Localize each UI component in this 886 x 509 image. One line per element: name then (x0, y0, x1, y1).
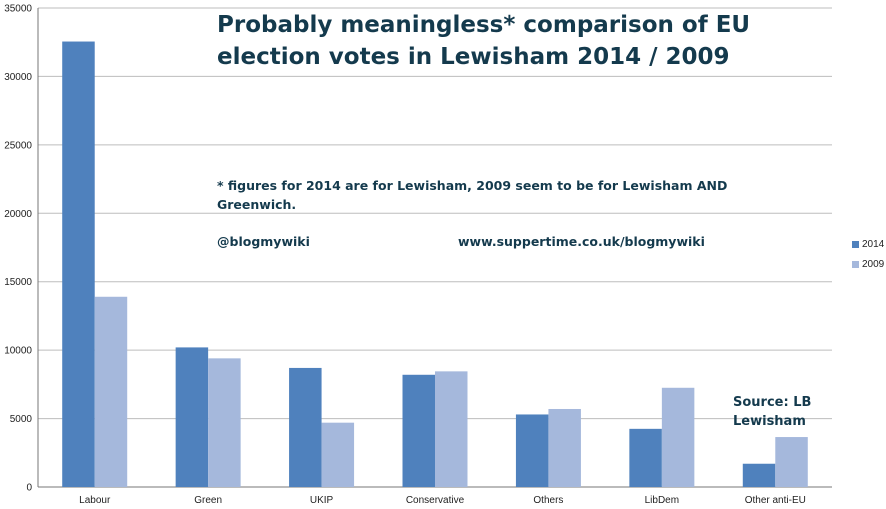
y-tick-label-5000: 5000 (10, 414, 33, 425)
y-tick-label-0: 0 (26, 483, 32, 494)
legend-item-2009: 2009 (852, 259, 884, 270)
bar-libdem-2009 (661, 387, 695, 487)
chart-title: Probably meaningless* comparison of EU e… (217, 12, 751, 70)
x-category-labels: Labour Green UKIP Conservative Others LibDem O… (79, 495, 806, 506)
y-tick-label-25000: 25000 (4, 140, 32, 151)
bar-others-2014 (515, 414, 549, 487)
twitter-handle-annotation: @blogmywiki (217, 234, 310, 249)
footnote-annotation: * figures for 2014 are for Lewisham, 200… (217, 178, 728, 212)
bars (62, 41, 808, 487)
bar-libdem-2014 (629, 428, 662, 487)
y-tick-label-30000: 30000 (4, 72, 32, 83)
x-category-label-ukip: UKIP (310, 495, 334, 506)
bar-conservative-2009 (435, 371, 468, 487)
bar-green-2014 (175, 347, 209, 487)
y-tick-label-20000: 20000 (4, 209, 32, 220)
x-category-label-labour: Labour (79, 495, 111, 506)
bar-conservative-2014 (402, 374, 435, 487)
gridlines (38, 7, 832, 420)
y-tick-label-35000: 35000 (4, 4, 32, 15)
legend-item-2014: 2014 (852, 239, 884, 250)
website-annotation: www.suppertime.co.uk/blogmywiki (458, 234, 705, 249)
x-category-label-conservative: Conservative (406, 495, 465, 506)
x-category-label-other-anti-eu: Other anti-EU (745, 495, 806, 506)
bar-ukip-2014 (289, 367, 322, 487)
x-category-label-green: Green (194, 495, 222, 506)
legend-label-2014: 2014 (862, 239, 885, 250)
bar-labour-2009 (94, 296, 128, 487)
bar-others-2009 (548, 408, 581, 487)
y-tick-label-10000: 10000 (4, 346, 32, 357)
bar-other-anti-eu-2009 (775, 437, 808, 487)
y-tick-labels: 0 5000 10000 15000 20000 25000 30000 35000 (4, 4, 32, 494)
legend-label-2009: 2009 (862, 259, 885, 270)
y-tick-label-15000: 15000 (4, 277, 32, 288)
legend-swatch-2014 (852, 241, 859, 248)
bar-ukip-2009 (321, 422, 355, 487)
bar-other-anti-eu-2014 (742, 463, 776, 487)
bar-labour-2014 (62, 41, 95, 487)
legend-swatch-2009 (852, 261, 859, 268)
source-annotation: Source: LB Lewisham (733, 395, 812, 429)
bar-green-2009 (208, 358, 241, 487)
x-category-label-others: Others (533, 495, 563, 506)
x-category-label-libdem: LibDem (645, 495, 679, 506)
